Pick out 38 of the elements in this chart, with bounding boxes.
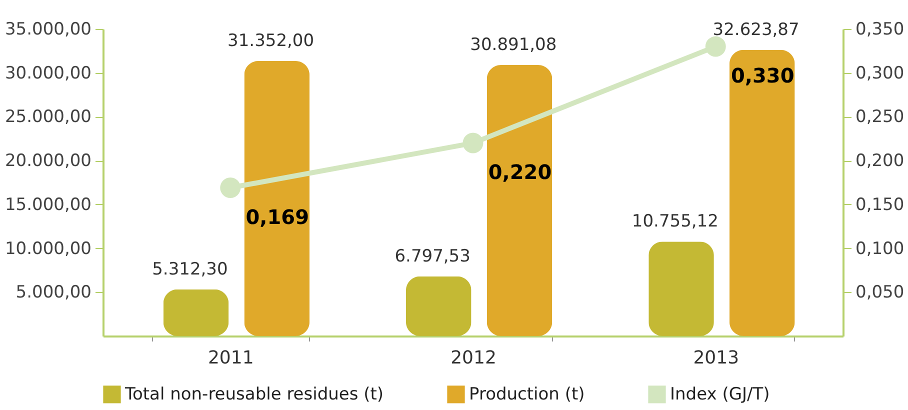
data-label: 32.623,87 <box>712 20 800 40</box>
data-label: 5.312,30 <box>152 259 228 280</box>
legend-label: Index (GJ/T) <box>670 384 770 404</box>
y-tick-label: 20.000,00 <box>4 151 92 172</box>
bar <box>406 276 472 336</box>
data-label: 31.352,00 <box>228 31 314 51</box>
y2-tick-label: 0,200 <box>856 151 904 172</box>
point <box>462 132 484 154</box>
y-tick-label: 5.000,00 <box>16 282 92 303</box>
bar <box>729 50 795 336</box>
point <box>220 178 241 198</box>
bar <box>648 242 714 336</box>
bar <box>244 61 310 336</box>
x-tick-label: 2013 <box>693 348 740 368</box>
bar <box>163 289 229 336</box>
y-tick-label: 35.000,00 <box>4 20 92 40</box>
legend-label: Total non-reusable residues (t) <box>124 384 384 404</box>
x-tick-label: 2012 <box>450 348 496 368</box>
y2-tick-label: 0,050 <box>856 282 904 303</box>
legend-label: Production (t) <box>469 384 585 404</box>
data-label: 0,169 <box>246 204 310 229</box>
y2-tick-label: 0,300 <box>856 63 904 84</box>
y2-tick-label: 0,100 <box>856 238 904 259</box>
data-label: 0,330 <box>730 64 794 88</box>
bar <box>486 65 552 336</box>
x-tick-label: 2011 <box>208 348 254 368</box>
point <box>705 36 726 57</box>
data-label: 30.891,08 <box>470 35 557 56</box>
y-tick-label: 25.000,00 <box>4 107 92 128</box>
y-tick-label: 10.000,00 <box>4 238 92 259</box>
data-label: 6.797,53 <box>394 246 470 266</box>
data-label: 0,220 <box>488 160 552 184</box>
y-tick-label: 30.000,00 <box>4 63 92 84</box>
data-label: 10.755,12 <box>632 212 718 232</box>
y2-tick-label: 0,350 <box>856 20 904 40</box>
y-tick-label: 15.000,00 <box>4 194 92 215</box>
y2-tick-label: 0,250 <box>856 107 904 128</box>
y2-tick-label: 0,150 <box>856 194 904 215</box>
